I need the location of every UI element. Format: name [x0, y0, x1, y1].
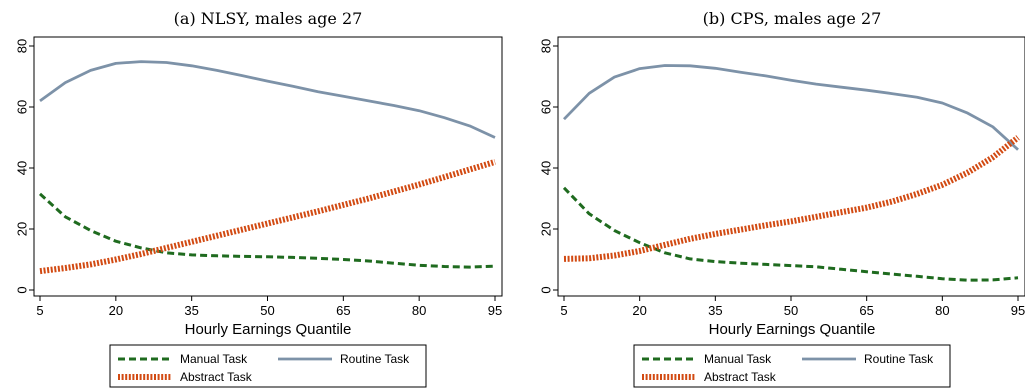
plot-area: 0 20 40 60 80 5 20 35 50 65 80 95	[14, 36, 503, 318]
y-tick-label: 40	[14, 161, 29, 175]
panel-cps: (b) CPS, males age 27 Hourly Earnings Qu…	[538, 9, 1025, 388]
legend-label: Routine Task	[864, 352, 934, 366]
x-tick-label: 5	[36, 303, 43, 318]
panel-nlsy: (a) NLSY, males age 27 Hourly Earnings Q…	[14, 9, 503, 388]
legend-label: Routine Task	[340, 352, 410, 366]
series-line-abstract-task	[563, 135, 1020, 262]
x-tick-label: 95	[1011, 303, 1025, 318]
x-tick-label: 80	[935, 303, 949, 318]
legend-label: Manual Task	[180, 352, 248, 366]
y-tick-label: 60	[538, 100, 553, 114]
y-tick-label: 80	[538, 39, 553, 53]
x-tick-label: 35	[184, 303, 198, 318]
chart-title: (b) CPS, males age 27	[703, 9, 882, 28]
x-tick-label: 95	[488, 303, 502, 318]
x-tick-label: 35	[708, 303, 722, 318]
legend: Manual Task Routine Task Abstract Task	[633, 344, 951, 388]
x-axis-label: Hourly Earnings Quantile	[709, 321, 876, 338]
chart-title: (a) NLSY, males age 27	[174, 9, 363, 28]
y-tick-label: 40	[538, 161, 553, 175]
y-tick-label: 60	[14, 100, 29, 114]
y-tick-label: 20	[538, 222, 553, 236]
x-tick-label: 5	[560, 303, 567, 318]
series-line-manual-task	[562, 186, 1019, 282]
legend-label: Manual Task	[704, 352, 772, 366]
y-tick-label: 0	[538, 286, 553, 293]
legend-label: Abstract Task	[704, 370, 777, 384]
y-tick-label: 0	[14, 286, 29, 293]
legend-label: Abstract Task	[180, 370, 253, 384]
y-tick-label: 20	[14, 222, 29, 236]
legend: Manual Task Routine Task Abstract Task	[109, 344, 427, 388]
x-tick-label: 50	[260, 303, 274, 318]
series-line-manual-task	[38, 192, 496, 269]
x-axis-label: Hourly Earnings Quantile	[185, 321, 352, 338]
series-line-routine-task	[562, 64, 1019, 151]
plot-area: 0 20 40 60 80 5 20 35 50 65 80 95	[538, 36, 1025, 318]
series-line-routine-task	[39, 60, 496, 139]
x-tick-label: 65	[336, 303, 350, 318]
x-tick-label: 80	[412, 303, 426, 318]
series-line-abstract-task	[39, 159, 496, 275]
y-tick-label: 80	[14, 39, 29, 53]
x-tick-label: 50	[784, 303, 798, 318]
x-tick-label: 65	[859, 303, 873, 318]
plot-frame	[557, 36, 1025, 297]
x-tick-label: 20	[109, 303, 123, 318]
x-tick-label: 20	[632, 303, 646, 318]
